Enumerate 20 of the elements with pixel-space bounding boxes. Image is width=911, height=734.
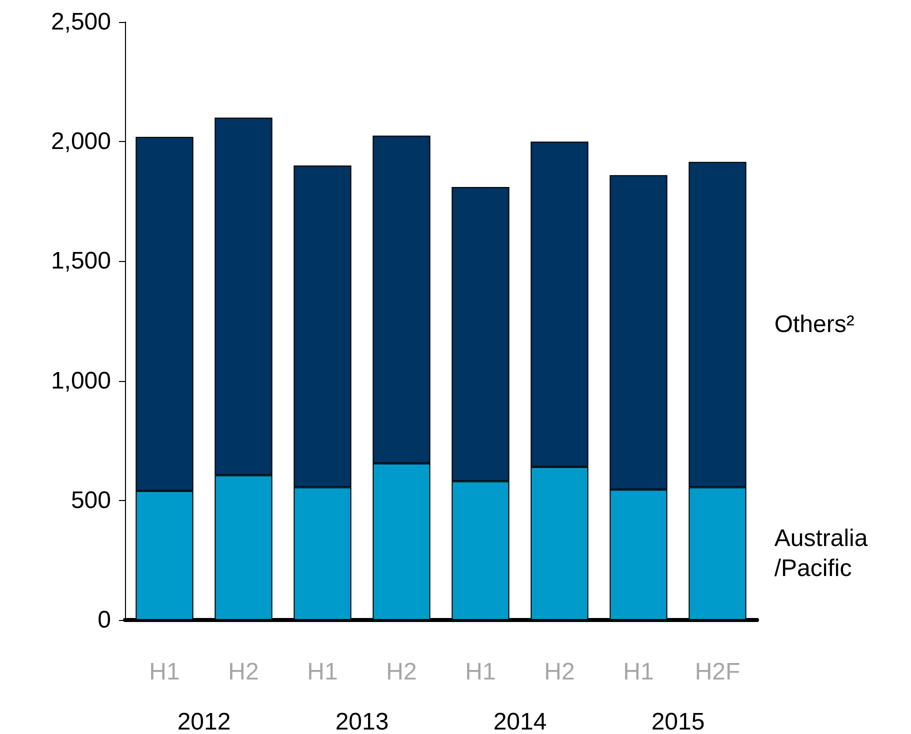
y-tick-label: 2,000 (50, 128, 111, 156)
text: 2013 (335, 708, 389, 734)
x-tick-label: H2 (386, 658, 417, 686)
x-tick-label: H1 (465, 658, 496, 686)
x-tick-label: H2 (228, 658, 259, 686)
x-tick-label: H2 (544, 658, 575, 686)
y-tick-label: 2,500 (50, 8, 111, 36)
series-label: Australia /Pacific (774, 525, 868, 582)
y-tick-label: 500 (70, 486, 111, 514)
series-label: Others² (774, 311, 854, 338)
text: 2015 (651, 708, 705, 734)
y-tick-label: 1,000 (50, 367, 111, 394)
x-tick-label: H1 (307, 658, 338, 686)
text: 2012 (177, 708, 231, 734)
x-tick-label: H1 (149, 658, 180, 686)
text: 2014 (493, 708, 547, 734)
y-tick-label: 0 (98, 606, 111, 634)
x-tick-label: H1 (623, 658, 654, 686)
y-tick-label: 1,500 (50, 248, 111, 275)
x-tick-label: H2F (694, 658, 740, 686)
